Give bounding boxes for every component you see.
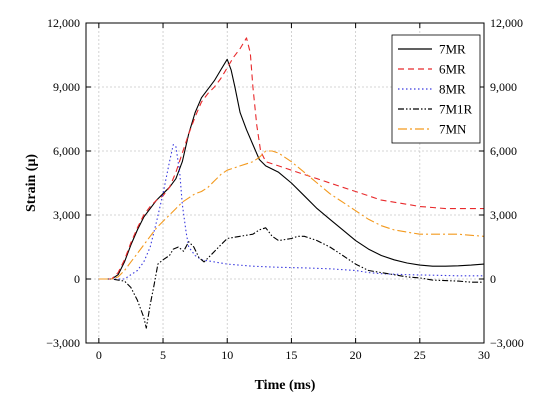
y-tick-label-0: −3,000	[46, 336, 80, 350]
y-right-tick-label-0: −3,000	[490, 336, 524, 350]
series-line-7mn	[98, 150, 485, 280]
legend-label-6mr: 6MR	[439, 62, 466, 77]
series-lines	[98, 37, 485, 329]
y-right-tick-label-3: 6,000	[490, 144, 517, 158]
y-tick-label-3: 6,000	[53, 144, 80, 158]
y-right-tick-label-1: 0	[490, 272, 496, 286]
y-tick-label-1: 0	[74, 272, 80, 286]
series-line-6mr	[98, 37, 484, 280]
y-tick-label-4: 9,000	[53, 80, 80, 94]
x-axis-title: Time (ms)	[255, 378, 316, 393]
y-tick-label-5: 12,000	[47, 16, 80, 30]
x-tick-label-2: 10	[221, 348, 233, 362]
x-tick-label-0: 0	[96, 348, 102, 362]
legend-label-7mn: 7MN	[439, 122, 467, 137]
y-right-tick-label-5: 12,000	[490, 16, 523, 30]
x-tick-label-6: 30	[478, 348, 490, 362]
series-line-7m1r	[98, 227, 484, 329]
legend-box	[391, 34, 481, 144]
plot-frame	[85, 22, 485, 344]
y-tick-label-2: 3,000	[53, 208, 80, 222]
legend-label-8mr: 8MR	[439, 82, 466, 97]
legend-label-7mr: 7MR	[439, 42, 466, 57]
y-right-tick-label-2: 3,000	[490, 208, 517, 222]
series-line-7mr	[98, 58, 485, 280]
x-tick-label-1: 5	[160, 348, 166, 362]
x-tick-label-5: 25	[414, 348, 426, 362]
x-tick-label-4: 20	[350, 348, 362, 362]
legend-label-7m1r: 7M1R	[439, 102, 473, 117]
y-axis-title: Strain (μ)	[24, 154, 39, 212]
y-right-tick-label-4: 9,000	[490, 80, 517, 94]
legend: 7MR 6MR 8MR 7M1R 7MN	[391, 34, 481, 144]
x-tick-label-3: 15	[285, 348, 297, 362]
